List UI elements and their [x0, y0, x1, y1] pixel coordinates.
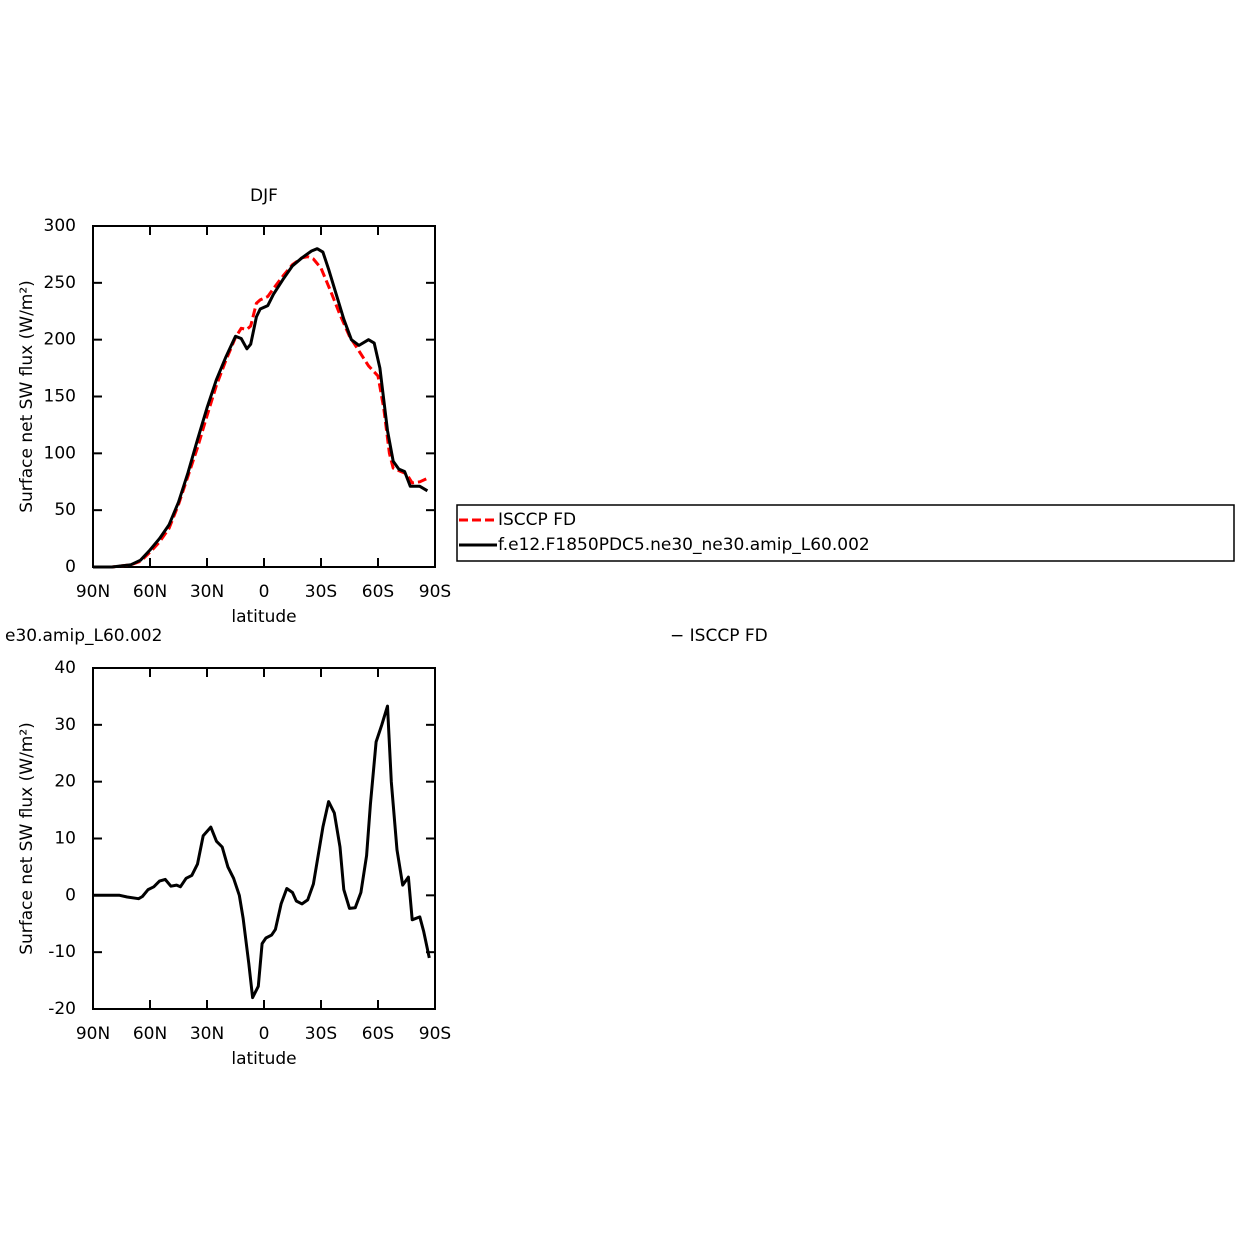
y-tick-label: 0	[65, 885, 76, 905]
x-tick-label: 90S	[419, 1024, 451, 1044]
y-tick-label: 50	[54, 500, 76, 520]
y-tick-label: 0	[65, 557, 76, 577]
y-axis-label: Surface net SW flux (W/m²)	[17, 280, 37, 513]
series-line	[93, 247, 429, 569]
x-tick-label: 60N	[133, 582, 167, 602]
x-axis-label: latitude	[231, 607, 296, 627]
y-tick-label: 20	[54, 772, 76, 792]
x-tick-label: 60S	[362, 1024, 394, 1044]
chart-title-right: − ISCCP FD	[670, 626, 768, 646]
y-tick-label: -20	[48, 999, 76, 1019]
y-tick-label: 100	[44, 443, 76, 463]
series-line	[93, 704, 431, 1000]
y-tick-label: 30	[54, 715, 76, 735]
x-tick-label: 90N	[76, 1024, 110, 1044]
y-tick-label: -10	[48, 942, 76, 962]
x-tick-label: 60N	[133, 1024, 167, 1044]
y-tick-label: 10	[54, 829, 76, 849]
legend-label: f.e12.F1850PDC5.ne30_ne30.amip_L60.002	[498, 535, 870, 555]
x-tick-label: 90S	[419, 582, 451, 602]
x-tick-label: 30N	[190, 582, 224, 602]
legend-box	[456, 504, 1235, 562]
y-tick-label: 40	[54, 658, 76, 678]
x-tick-label: 30S	[305, 582, 337, 602]
x-tick-label: 30N	[190, 1024, 224, 1044]
y-tick-label: 300	[44, 216, 76, 236]
x-tick-label: 90N	[76, 582, 110, 602]
series-line	[93, 255, 429, 569]
y-tick-label: 200	[44, 330, 76, 350]
chart-title: DJF	[250, 186, 278, 206]
legend-label: ISCCP FD	[498, 510, 576, 530]
y-tick-label: 250	[44, 273, 76, 293]
chart-title-left: e30.amip_L60.002	[5, 626, 162, 646]
y-tick-label: 150	[44, 387, 76, 407]
y-axis-label: Surface net SW flux (W/m²)	[17, 722, 37, 955]
x-tick-label: 0	[259, 1024, 270, 1044]
x-tick-label: 0	[259, 582, 270, 602]
x-tick-label: 30S	[305, 1024, 337, 1044]
x-axis-label: latitude	[231, 1049, 296, 1069]
x-tick-label: 60S	[362, 582, 394, 602]
